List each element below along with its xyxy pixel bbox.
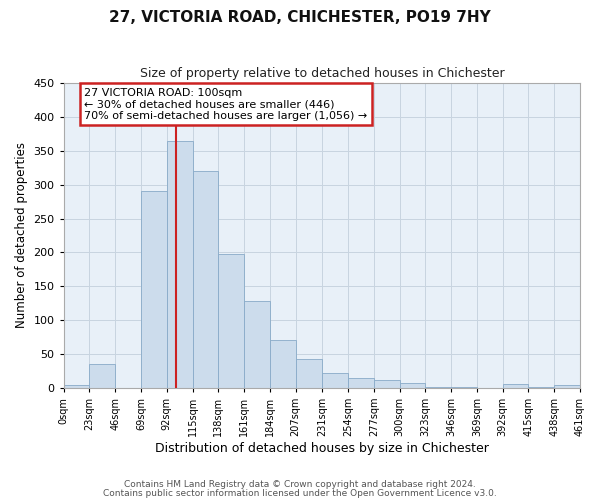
- Bar: [451, 387, 477, 388]
- Bar: [529, 387, 554, 388]
- Text: Contains HM Land Registry data © Crown copyright and database right 2024.: Contains HM Land Registry data © Crown c…: [124, 480, 476, 489]
- Bar: [374, 380, 400, 388]
- Bar: [193, 171, 218, 388]
- Bar: [425, 387, 451, 388]
- Bar: [218, 254, 244, 388]
- Text: 27, VICTORIA ROAD, CHICHESTER, PO19 7HY: 27, VICTORIA ROAD, CHICHESTER, PO19 7HY: [109, 10, 491, 25]
- Bar: [270, 340, 296, 388]
- Bar: [296, 360, 322, 388]
- Y-axis label: Number of detached properties: Number of detached properties: [15, 142, 28, 328]
- Bar: [400, 383, 425, 388]
- Bar: [89, 364, 115, 388]
- X-axis label: Distribution of detached houses by size in Chichester: Distribution of detached houses by size …: [155, 442, 489, 455]
- Text: Contains public sector information licensed under the Open Government Licence v3: Contains public sector information licen…: [103, 489, 497, 498]
- Bar: [64, 384, 89, 388]
- Bar: [141, 192, 167, 388]
- Bar: [167, 140, 193, 388]
- Bar: [244, 301, 270, 388]
- Bar: [348, 378, 374, 388]
- Bar: [503, 384, 529, 388]
- Text: 27 VICTORIA ROAD: 100sqm
← 30% of detached houses are smaller (446)
70% of semi-: 27 VICTORIA ROAD: 100sqm ← 30% of detach…: [85, 88, 368, 121]
- Title: Size of property relative to detached houses in Chichester: Size of property relative to detached ho…: [140, 68, 504, 80]
- Bar: [554, 384, 580, 388]
- Bar: [322, 373, 348, 388]
